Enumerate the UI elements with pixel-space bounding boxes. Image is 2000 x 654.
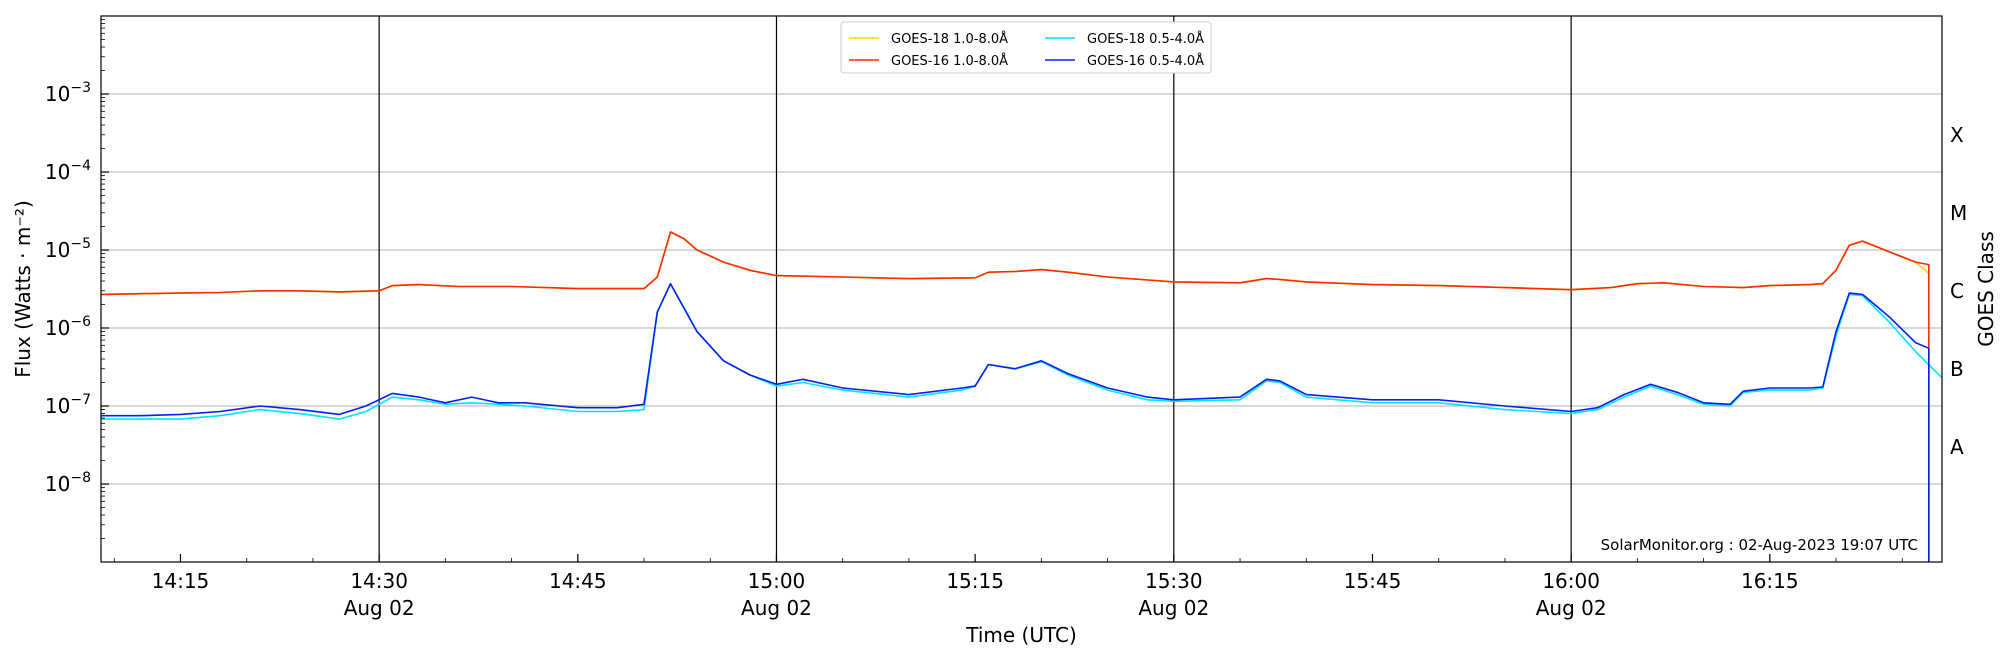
series-layer <box>100 231 1943 562</box>
x-tick-label: 15:45 <box>1344 569 1402 593</box>
x-tick-date: Aug 02 <box>741 596 812 620</box>
goes-class-labels: X M C B A <box>1950 123 1967 459</box>
legend: GOES-18 1.0-8.0Å GOES-18 0.5-4.0Å GOES-16 … <box>840 21 1212 74</box>
goes-class-axis-label: GOES Class <box>1974 231 1998 347</box>
x-tick-label: 14:30 <box>350 569 408 593</box>
y-tick-label: 10−6 <box>45 314 91 340</box>
legend-label: GOES-18 1.0-8.0Å <box>891 31 1008 47</box>
x-tick-date: Aug 02 <box>1138 596 1209 620</box>
goes-class-a: A <box>1950 435 1964 459</box>
legend-label: GOES-18 0.5-4.0Å <box>1087 31 1204 47</box>
y-tick-label: 10−7 <box>45 392 91 418</box>
x-tick-label: 15:00 <box>748 569 806 593</box>
series-line-3 <box>100 231 1930 562</box>
y-tick-label: 10−4 <box>45 158 91 184</box>
x-tick-date: Aug 02 <box>344 596 415 620</box>
goes-class-m: M <box>1950 201 1967 225</box>
x-tick-label: 15:30 <box>1145 569 1203 593</box>
x-tick-label: 14:45 <box>549 569 607 593</box>
x-axis-label: Time (UTC) <box>965 623 1077 647</box>
x-tick-label: 16:15 <box>1741 569 1799 593</box>
legend-label: GOES-16 1.0-8.0Å <box>891 53 1008 69</box>
series-line-4 <box>101 282 1930 562</box>
legend-box <box>840 21 1212 74</box>
x-tick-label: 16:00 <box>1542 569 1600 593</box>
x-ticks: 14:15 14:30 Aug 02 14:45 15:00 Aug 02 15:15 15:… <box>113 554 1903 620</box>
y-tick-label: 10−3 <box>45 80 91 106</box>
plot-frame <box>100 15 1943 563</box>
goes-class-x: X <box>1950 123 1964 147</box>
goes-class-b: B <box>1950 357 1964 381</box>
grid-layer <box>101 93 1942 485</box>
x-tick-date: Aug 02 <box>1536 596 1607 620</box>
x-tick-label: 15:15 <box>946 569 1004 593</box>
y-tick-label: 10−8 <box>45 470 91 496</box>
y-tick-label: 10−5 <box>45 236 91 262</box>
y-ticks: 10−3 10−4 10−5 10−6 10−7 10−8 <box>45 19 109 539</box>
legend-label: GOES-16 0.5-4.0Å <box>1087 53 1204 69</box>
credit-text: SolarMonitor.org : 02-Aug-2023 19:07 UTC <box>1601 536 1918 554</box>
goes-class-c: C <box>1950 279 1964 303</box>
y-axis-label: Flux (Watts · m⁻²) <box>11 200 35 378</box>
x-tick-label: 14:15 <box>152 569 210 593</box>
